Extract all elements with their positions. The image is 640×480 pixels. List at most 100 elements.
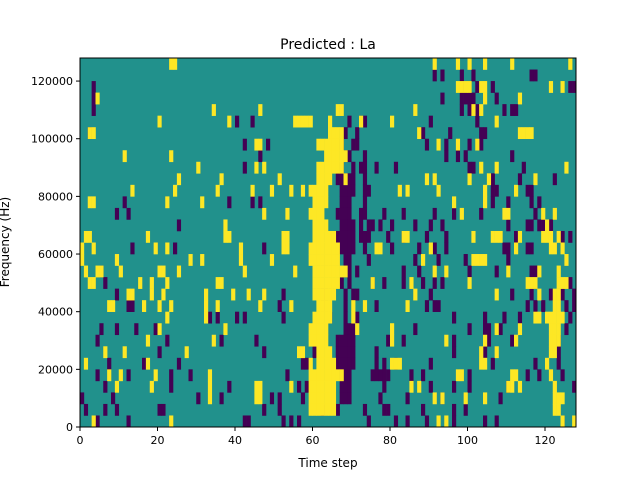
heatmap-cell-low (300, 357, 306, 370)
heatmap-cell-high (343, 150, 348, 163)
heatmap-cell-low (347, 277, 352, 289)
heatmap-cell-high (328, 242, 333, 255)
heatmap-cell-low (374, 369, 379, 382)
heatmap-cell-high (335, 138, 340, 151)
heatmap-cell-high (312, 219, 317, 232)
heatmap-cell-high (320, 380, 325, 393)
heatmap-cell-high (149, 288, 154, 301)
heatmap-cell-low (359, 207, 364, 220)
heatmap-cell-low (343, 127, 348, 140)
heatmap-cell-low (467, 138, 472, 151)
heatmap-cell-low (541, 219, 546, 232)
heatmap-cell-high (320, 138, 325, 151)
heatmap-cell-low (494, 415, 499, 428)
heatmap-cell-high (316, 392, 321, 405)
heatmap-cell-high (312, 403, 317, 416)
heatmap-cell-low (374, 346, 379, 359)
heatmap-cell-low (413, 254, 418, 266)
heatmap-cell-low (525, 219, 530, 232)
heatmap-cell-high (552, 300, 557, 312)
heatmap-cell-high (432, 392, 437, 405)
heatmap-cell-low (421, 369, 426, 382)
heatmap-cell-high (145, 230, 151, 243)
heatmap-cell-high (293, 115, 298, 128)
heatmap-cell-high (258, 300, 263, 312)
heatmap-cell-high (316, 288, 321, 301)
heatmap-cell-high (145, 357, 151, 370)
heatmap-cell-high (83, 230, 89, 243)
heatmap-cell-low (242, 161, 247, 174)
heatmap-cell-low (343, 357, 348, 370)
heatmap-cell-high (114, 380, 120, 393)
heatmap-cell-high (560, 415, 565, 428)
heatmap-cell-high (552, 380, 557, 393)
heatmap-cell-high (300, 346, 306, 359)
heatmap-cell-high (308, 403, 313, 416)
heatmap-cell-high (514, 334, 519, 347)
x-axis: 0 20 40 60 80 100 120 (77, 427, 556, 447)
heatmap-cell-high (316, 346, 321, 359)
heatmap-cell-low (355, 288, 360, 301)
heatmap-cell-high (324, 300, 329, 312)
heatmap-cell-low (359, 161, 364, 174)
heatmap-cell-low (390, 242, 395, 255)
heatmap-cell-low (498, 323, 503, 336)
heatmap-cell-high (142, 300, 147, 312)
heatmap-cell-high (320, 254, 325, 266)
heatmap-cell-low (498, 392, 503, 405)
heatmap-cell-high (483, 58, 488, 70)
heatmap-cell-high (145, 334, 151, 347)
heatmap-cell-low (339, 357, 344, 370)
heatmap-cell-high (548, 323, 554, 336)
heatmap-cell-low (91, 92, 96, 105)
heatmap-cell-high (552, 403, 557, 416)
heatmap-cell-high (211, 334, 216, 347)
heatmap-cell-low (347, 369, 352, 382)
heatmap-cell-high (335, 242, 340, 255)
heatmap-cell-low (335, 403, 340, 416)
heatmap-cell-high (463, 81, 468, 93)
heatmap-cell-high (355, 323, 360, 336)
heatmap-cell-high (204, 311, 209, 324)
heatmap-cell-low (351, 334, 356, 347)
heatmap-cell-low (347, 254, 352, 266)
heatmap-cell-low (517, 311, 523, 324)
heatmap-cell-high (335, 265, 340, 278)
heatmap-cell-low (463, 254, 468, 266)
heatmap-cell-high (459, 81, 464, 93)
heatmap-cell-high (405, 300, 410, 312)
heatmap-cell-high (390, 323, 395, 336)
heatmap-cell-high (339, 161, 344, 174)
x-tick-label: 0 (77, 434, 84, 447)
heatmap-cell-high (483, 184, 488, 197)
heatmap-cell-high (111, 300, 116, 312)
heatmap-cell-high (572, 415, 577, 428)
heatmap-cell-low (339, 219, 344, 232)
heatmap-cell-high (494, 288, 499, 301)
heatmap-cell-low (432, 277, 437, 289)
heatmap-cell-high (467, 81, 472, 93)
heatmap-cell-high (498, 230, 503, 243)
heatmap-cell-high (308, 115, 313, 128)
heatmap-cell-high (556, 311, 561, 324)
heatmap-cell-high (390, 115, 395, 128)
heatmap-cell-high (107, 369, 112, 382)
heatmap-cell-high (258, 392, 263, 405)
heatmap-cell-low (444, 230, 449, 243)
heatmap-cell-low (521, 161, 526, 174)
y-tick-label: 40000 (38, 306, 73, 319)
heatmap-cell-low (382, 277, 387, 289)
heatmap-cell-low (351, 138, 356, 151)
heatmap-cell-high (405, 230, 410, 243)
heatmap-cell-low (343, 369, 348, 382)
heatmap-cell-low (494, 92, 499, 105)
heatmap-cell-low (444, 242, 449, 255)
heatmap-cell-low (242, 311, 247, 324)
heatmap-cell-high (312, 369, 317, 382)
heatmap-cell-low (111, 392, 116, 405)
heatmap-cell-high (552, 311, 557, 324)
heatmap-cell-high (324, 150, 329, 163)
y-tick-label: 20000 (38, 363, 73, 376)
heatmap-cell-high (331, 403, 337, 416)
heatmap-cell-low (343, 254, 348, 266)
